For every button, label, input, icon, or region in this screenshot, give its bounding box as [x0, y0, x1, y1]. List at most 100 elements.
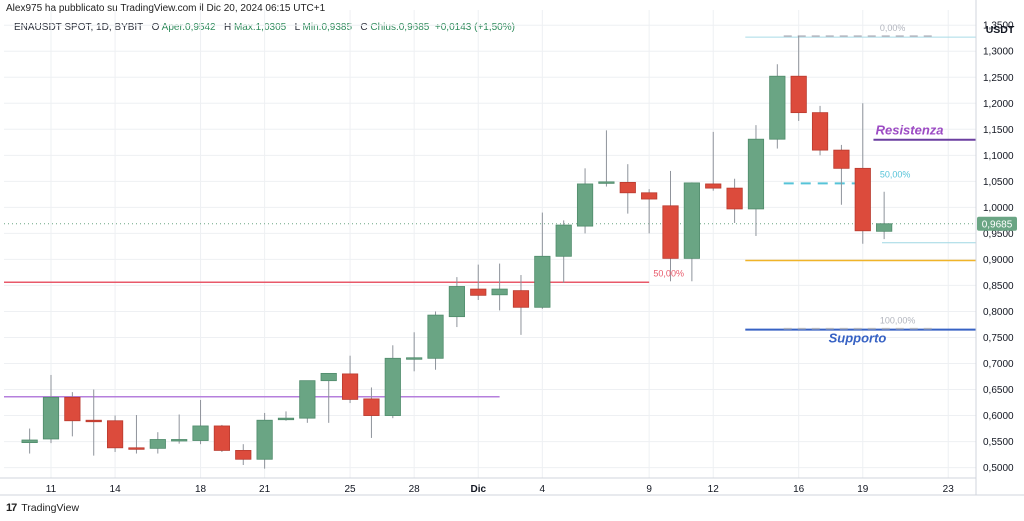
time-tick-label: 23: [943, 484, 955, 495]
open-value: Aper.0,9542: [161, 22, 216, 33]
time-tick-label: 19: [857, 484, 869, 495]
price-tick-label: 0,5000: [983, 463, 1014, 474]
candle-body: [85, 419, 102, 423]
publisher-line: Alex975 ha pubblicato su TradingView.com…: [6, 3, 326, 14]
high-label: H: [223, 22, 232, 33]
price-tick-label: 0,8000: [983, 307, 1014, 318]
candles: [21, 35, 893, 469]
price-tick-label: 1,2000: [983, 99, 1014, 110]
time-tick-label: 4: [540, 484, 546, 495]
time-axis[interactable]: 11 14 18 21 25 28 Dic 4 9 12 16 19 23: [0, 477, 1024, 496]
time-tick-label: 21: [259, 484, 271, 495]
candle-body: [470, 288, 487, 296]
time-tick-label: 25: [345, 484, 357, 495]
candle-body: [299, 380, 316, 419]
time-tick-label: 18: [195, 484, 207, 495]
chart-annotations: 0,00% 50,00% 100,00% Supporto Resistenza 50,0…: [653, 23, 943, 345]
candle-body: [277, 417, 295, 421]
candle-body: [598, 181, 615, 184]
price-tick-label: 1,0000: [983, 203, 1014, 214]
candle-body: [876, 223, 893, 232]
candle-body: [42, 396, 60, 440]
candle-body: [363, 398, 380, 416]
last-price-label: 0,9685: [982, 219, 1013, 230]
grid-lines: [4, 10, 976, 478]
price-tick-label: 0,6000: [983, 411, 1014, 422]
high-value: Max.1,0305: [233, 22, 287, 33]
candle-body: [256, 419, 273, 460]
candle-body: [341, 373, 359, 400]
candle-body: [149, 439, 166, 449]
candle-body: [406, 357, 423, 360]
price-tick-label: 1,3500: [983, 21, 1014, 32]
tradingview-brand: TradingView: [21, 502, 80, 514]
close-value: Chius.0,9685: [370, 22, 430, 33]
time-tick-label: 11: [46, 484, 57, 495]
price-tick-label: 0,9500: [983, 229, 1014, 240]
candle-body: [619, 181, 636, 194]
candle-body: [662, 205, 679, 259]
symbol-label: ENAUSDT SPOT, 1D, BYBIT: [14, 22, 144, 33]
red-line-label: 50,00%: [653, 268, 684, 278]
candle-body: [769, 75, 786, 140]
close-label: C: [360, 22, 368, 33]
time-tick-label: 14: [110, 484, 122, 495]
time-tick-label: 12: [708, 484, 720, 495]
price-tick-label: 0,9000: [983, 255, 1014, 266]
price-tick-label: 0,6500: [983, 385, 1014, 396]
candle-body: [641, 192, 658, 200]
price-tick-label: 1,0500: [983, 177, 1014, 188]
support-label: Supporto: [829, 331, 887, 346]
candle-body: [833, 149, 850, 169]
price-tick-label: 0,5500: [983, 437, 1014, 448]
price-tick-label: 1,1000: [983, 151, 1014, 162]
candle-body: [192, 425, 209, 441]
candle-body: [106, 420, 124, 449]
candle-body: [512, 290, 530, 308]
open-label: O: [151, 22, 160, 33]
candle-body: [811, 112, 829, 151]
candle-body: [705, 183, 722, 189]
candle-body: [384, 357, 401, 416]
price-tick-label: 1,1500: [983, 125, 1014, 136]
resistance-label: Resistenza: [876, 123, 944, 138]
time-tick-label: 9: [646, 484, 652, 495]
fib-0-label: 0,00%: [880, 23, 906, 33]
time-tick-label: 28: [409, 484, 421, 495]
price-tick-label: 1,3000: [983, 47, 1014, 58]
candle-body: [491, 288, 508, 296]
candle-body: [21, 439, 38, 444]
candle-body: [683, 182, 700, 259]
candle-body: [448, 286, 465, 318]
tradingview-logo[interactable]: 17 TradingView: [6, 502, 79, 514]
candle-body: [534, 255, 551, 308]
price-axis[interactable]: USDT 0,5000 0,5500 0,6000 0,6500 0,7000 0,7500…: [975, 0, 1024, 521]
fib-100-label: 100,00%: [880, 316, 916, 326]
candle-body: [128, 447, 145, 450]
ohlc-legend: ENAUSDT SPOT, 1D, BYBIT O Aper.0,9542 H …: [14, 22, 515, 33]
candle-body: [213, 425, 230, 451]
price-tick-label: 0,8500: [983, 281, 1014, 292]
last-price-badge: [977, 216, 1017, 231]
price-tick-label: 1,2500: [983, 73, 1014, 84]
candle-body: [171, 439, 188, 442]
candle-body: [235, 450, 252, 460]
change-value: +0,0143 (+1,50%): [434, 22, 515, 33]
candle-body: [427, 314, 444, 359]
candle-body: [854, 167, 871, 232]
low-label: L: [294, 22, 300, 33]
tradingview-mark-icon: 17: [6, 502, 17, 514]
fib-50-label: 50,00%: [880, 169, 911, 179]
candle-body: [576, 183, 594, 227]
currency-label: USDT: [986, 24, 1015, 36]
time-tick-label: Dic: [470, 484, 486, 495]
time-tick-label: 16: [793, 484, 805, 495]
candle-body: [64, 396, 81, 422]
candle-body: [790, 75, 807, 114]
candle-body: [555, 224, 572, 257]
candle-body: [726, 187, 743, 210]
candle-body: [320, 372, 337, 382]
price-tick-label: 0,7500: [983, 333, 1014, 344]
price-tick-label: 0,7000: [983, 359, 1014, 370]
